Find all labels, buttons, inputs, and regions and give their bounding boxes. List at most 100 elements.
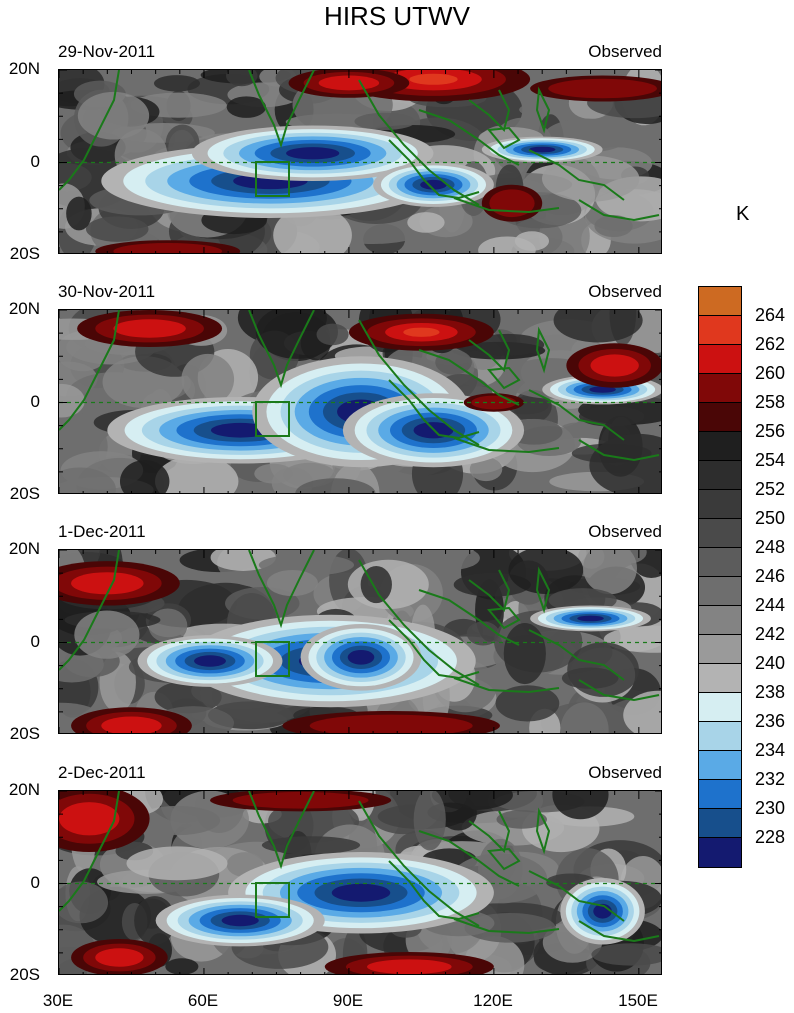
field-patch xyxy=(478,236,536,253)
latitude-label: 20S xyxy=(9,724,40,743)
colorbar-label: 258 xyxy=(755,392,786,412)
dry-contour xyxy=(309,714,473,733)
field-patch xyxy=(255,310,338,359)
coastline xyxy=(535,86,551,134)
latitude-label: 20N xyxy=(8,539,40,558)
moist-contour xyxy=(221,914,259,927)
field-patch xyxy=(66,196,92,231)
field-patch xyxy=(541,155,640,202)
colorbar-label: 262 xyxy=(755,334,786,354)
colorbar-label: 242 xyxy=(755,624,786,644)
field-patch xyxy=(154,680,222,714)
field-patch xyxy=(413,791,446,851)
panel-tag-label: Observed xyxy=(588,522,662,541)
coastline xyxy=(358,79,480,206)
field-patch xyxy=(181,353,235,405)
panel-tag-label: Observed xyxy=(588,282,662,301)
moist-contour xyxy=(194,655,226,667)
dry-contour xyxy=(113,242,223,253)
field-patch xyxy=(74,610,140,659)
dry-contour xyxy=(318,75,380,91)
field-patch xyxy=(254,463,293,484)
colorbar-swatch xyxy=(699,461,741,490)
latitude-label: 20S xyxy=(9,244,40,263)
colorbar-label: 248 xyxy=(755,537,786,557)
coastline xyxy=(528,629,625,681)
region-box xyxy=(255,161,290,197)
latitude-label: 20S xyxy=(9,484,40,503)
coastline xyxy=(487,847,521,871)
dry-contour xyxy=(232,791,369,809)
field-patch xyxy=(407,212,445,233)
map-field xyxy=(59,550,661,733)
coastline xyxy=(535,807,551,855)
colorbar-label: 228 xyxy=(755,827,786,847)
map-field xyxy=(59,310,661,493)
coastline xyxy=(418,589,520,646)
field-patch xyxy=(153,75,201,92)
panel-date-label: 29-Nov-2011 xyxy=(58,42,156,61)
field-patch xyxy=(266,569,318,597)
moist-contour xyxy=(577,615,604,622)
field-patch xyxy=(226,96,267,118)
field-patch xyxy=(560,702,609,733)
region-box xyxy=(255,401,290,437)
field-patch xyxy=(583,550,637,595)
colorbar-label: 252 xyxy=(755,479,786,499)
coastline xyxy=(248,791,315,870)
panel-date-label: 1-Dec-2011 xyxy=(58,522,146,541)
map-panel xyxy=(58,309,662,494)
field-patch xyxy=(503,623,546,685)
colorbar-label: 256 xyxy=(755,421,786,441)
region-box xyxy=(255,882,290,918)
field-patch xyxy=(273,206,352,253)
field-patch xyxy=(316,323,349,346)
coastline xyxy=(248,550,315,629)
colorbar-label: 254 xyxy=(755,450,786,470)
colorbar-swatch xyxy=(699,345,741,374)
coastline xyxy=(535,326,551,374)
field-patch xyxy=(623,690,661,733)
moist-contour xyxy=(286,147,340,160)
panel-tag-label: Observed xyxy=(588,42,662,61)
panel-tag-label: Observed xyxy=(588,763,662,782)
colorbar-swatch xyxy=(699,751,741,780)
longitude-label: 90E xyxy=(332,991,364,1010)
coastline xyxy=(528,389,625,441)
coastline xyxy=(59,791,120,912)
colorbar-label: 240 xyxy=(755,653,786,673)
coastline xyxy=(418,349,520,406)
field-patch xyxy=(496,810,547,829)
coastline xyxy=(453,437,560,454)
field-patch xyxy=(295,478,376,493)
colorbar-swatch xyxy=(699,838,741,867)
colorbar-label: 238 xyxy=(755,682,786,702)
latitude-label: 0 xyxy=(30,391,40,411)
dry-contour xyxy=(403,327,440,337)
moist-contour xyxy=(589,386,616,393)
coastline xyxy=(528,870,625,922)
dry-contour xyxy=(59,802,120,836)
colorbar-label: 230 xyxy=(755,798,786,818)
field-patch xyxy=(591,943,661,966)
coastline xyxy=(468,810,511,853)
moist-contour xyxy=(210,422,270,438)
map-panel xyxy=(58,549,662,734)
colorbar-swatch xyxy=(699,722,741,751)
colorbar-swatch xyxy=(699,664,741,693)
coastline xyxy=(487,126,521,150)
moist-contour xyxy=(347,649,375,665)
coastline xyxy=(59,550,120,671)
colorbar-label: 236 xyxy=(755,711,786,731)
coastline xyxy=(59,70,120,191)
field-patch xyxy=(508,550,584,594)
map-field xyxy=(59,791,661,974)
field-patch xyxy=(155,455,239,493)
coastline xyxy=(358,800,480,927)
field-patch xyxy=(589,433,661,493)
dry-contour xyxy=(367,959,452,974)
longitude-label: 120E xyxy=(473,991,513,1010)
field-patch xyxy=(594,215,633,238)
latitude-label: 0 xyxy=(30,631,40,651)
colorbar-swatch xyxy=(699,403,741,432)
